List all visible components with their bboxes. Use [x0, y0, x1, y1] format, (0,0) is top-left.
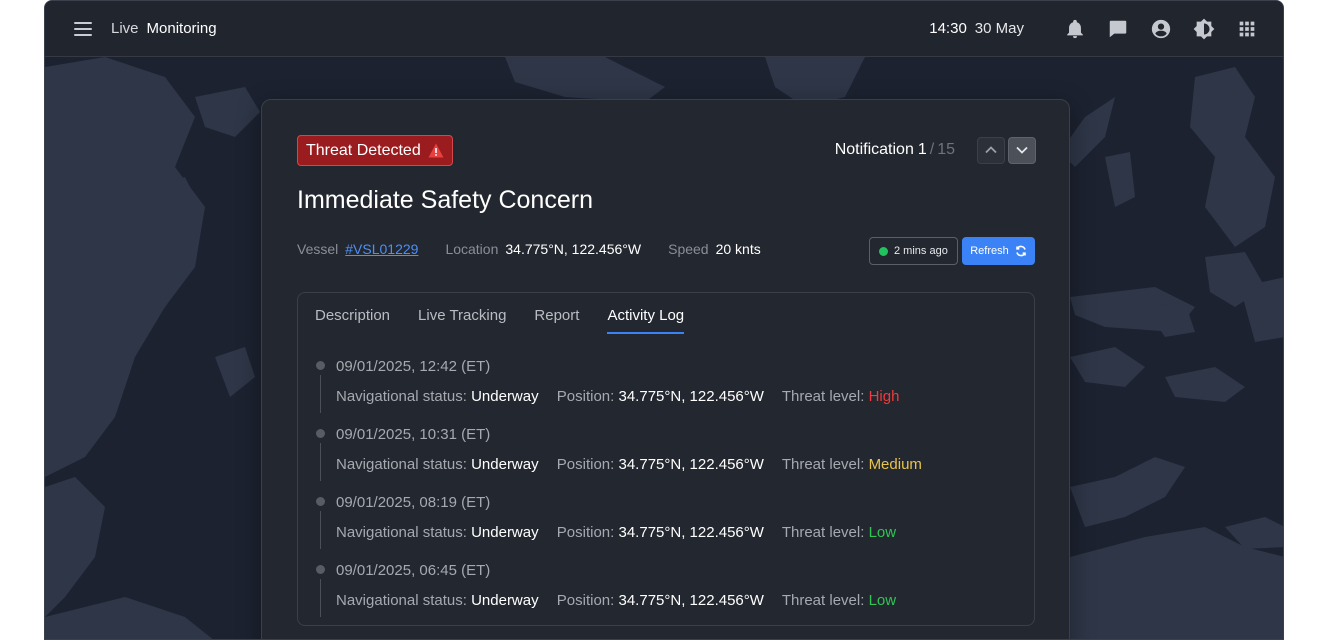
vessel-label: Vessel	[297, 241, 339, 257]
timeline-line	[320, 375, 321, 413]
log-details: Navigational status: Underway Position: …	[336, 455, 1015, 475]
timeline-dot	[316, 497, 325, 506]
timeline-dot	[316, 429, 325, 438]
details-panel: Description Live Tracking Report Activit…	[297, 292, 1035, 626]
log-entry: 09/01/2025, 06:45 (ET) Navigational stat…	[315, 561, 1015, 629]
nav-status-value: Underway	[471, 524, 539, 541]
nav-status-label: Navigational status:	[336, 524, 467, 541]
log-timestamp: 09/01/2025, 08:19 (ET)	[336, 494, 491, 511]
brand-title: Monitoring	[146, 20, 217, 37]
log-timestamp: 09/01/2025, 10:31 (ET)	[336, 426, 491, 443]
apps-grid-icon[interactable]	[1235, 17, 1259, 41]
threat-badge-label: Threat Detected	[306, 141, 421, 159]
nav-status-label: Navigational status:	[336, 456, 467, 473]
previous-notification-button[interactable]	[977, 136, 1005, 164]
log-entry: 09/01/2025, 12:42 (ET) Navigational stat…	[315, 357, 1015, 425]
tab-live-tracking[interactable]: Live Tracking	[418, 307, 507, 324]
notification-pager: Notification 1 / 15	[835, 135, 1036, 165]
nav-status-value: Underway	[471, 388, 539, 405]
log-timestamp: 09/01/2025, 12:42 (ET)	[336, 358, 491, 375]
notification-total: 15	[937, 141, 955, 158]
nav-status-value: Underway	[471, 592, 539, 609]
account-icon[interactable]	[1149, 17, 1173, 41]
timeline-dot	[316, 361, 325, 370]
live-status-dot	[879, 246, 888, 256]
log-timestamp: 09/01/2025, 06:45 (ET)	[336, 562, 491, 579]
position-label: Position:	[556, 592, 615, 609]
position-label: Position:	[556, 456, 615, 473]
clock-time: 14:30	[929, 20, 967, 37]
log-details: Navigational status: Underway Position: …	[336, 523, 1015, 543]
brand-prefix: Live	[111, 20, 139, 37]
tab-description[interactable]: Description	[315, 307, 391, 324]
timeline-dot	[316, 565, 325, 574]
chat-icon[interactable]	[1106, 17, 1130, 41]
notification-current: 1	[917, 141, 927, 158]
threat-level-value: Low	[868, 592, 897, 609]
alert-title: Immediate Safety Concern	[297, 186, 593, 214]
app-window: Live Monitoring 14:30 30 May Threat De	[44, 0, 1284, 640]
position-value: 34.775°N, 122.456°W	[618, 524, 764, 541]
timeline-line	[320, 511, 321, 549]
bell-icon[interactable]	[1063, 17, 1087, 41]
last-updated-text: 2 mins ago	[894, 245, 948, 257]
notification-label: Notification	[834, 141, 914, 158]
chevron-down-icon	[1016, 146, 1028, 154]
log-details: Navigational status: Underway Position: …	[336, 591, 1015, 611]
threat-level-value: Low	[868, 524, 897, 541]
speed-label: Speed	[668, 241, 709, 257]
threat-badge: Threat Detected	[297, 135, 453, 166]
threat-level-label: Threat level:	[781, 592, 865, 609]
position-label: Position:	[556, 388, 615, 405]
timeline-line	[320, 443, 321, 481]
position-value: 34.775°N, 122.456°W	[618, 456, 764, 473]
position-value: 34.775°N, 122.456°W	[618, 388, 764, 405]
brightness-icon[interactable]	[1192, 17, 1216, 41]
threat-level-label: Threat level:	[781, 524, 865, 541]
menu-icon[interactable]	[72, 20, 94, 38]
warning-icon	[428, 143, 444, 158]
threat-level-label: Threat level:	[781, 388, 865, 405]
timeline-line	[320, 579, 321, 617]
log-entry: 09/01/2025, 10:31 (ET) Navigational stat…	[315, 425, 1015, 493]
tab-report[interactable]: Report	[534, 307, 580, 324]
location-label: Location	[445, 241, 499, 257]
notification-separator: /	[929, 141, 935, 158]
vessel-id-link[interactable]: #VSL01229	[345, 241, 419, 257]
last-updated-badge: 2 mins ago	[869, 237, 958, 265]
location-value: 34.775°N, 122.456°W	[505, 241, 642, 257]
clock-date: 30 May	[974, 20, 1024, 37]
activity-log: 09/01/2025, 12:42 (ET) Navigational stat…	[315, 357, 1015, 629]
tab-activity-log[interactable]: Activity Log	[607, 307, 685, 334]
refresh-button[interactable]: Refresh	[962, 237, 1035, 265]
top-bar-actions: 14:30 30 May	[929, 17, 1259, 41]
tab-bar: Description Live Tracking Report Activit…	[315, 307, 712, 334]
refresh-icon	[1015, 245, 1026, 257]
threat-level-label: Threat level:	[781, 456, 865, 473]
top-bar: Live Monitoring 14:30 30 May	[45, 1, 1283, 57]
nav-status-label: Navigational status:	[336, 592, 467, 609]
alert-card: Threat Detected Notification 1 / 15 Imme…	[261, 99, 1070, 639]
next-notification-button[interactable]	[1008, 136, 1036, 164]
speed-value: 20 knts	[715, 241, 761, 257]
nav-status-label: Navigational status:	[336, 388, 467, 405]
log-details: Navigational status: Underway Position: …	[336, 387, 1015, 407]
vessel-meta: Vessel #VSL01229 Location 34.775°N, 122.…	[297, 241, 788, 257]
refresh-label: Refresh	[970, 245, 1009, 257]
log-entry: 09/01/2025, 08:19 (ET) Navigational stat…	[315, 493, 1015, 561]
position-value: 34.775°N, 122.456°W	[618, 592, 764, 609]
chevron-up-icon	[985, 146, 997, 154]
nav-status-value: Underway	[471, 456, 539, 473]
threat-level-value: Medium	[868, 456, 922, 473]
position-label: Position:	[556, 524, 615, 541]
threat-level-value: High	[868, 388, 900, 405]
